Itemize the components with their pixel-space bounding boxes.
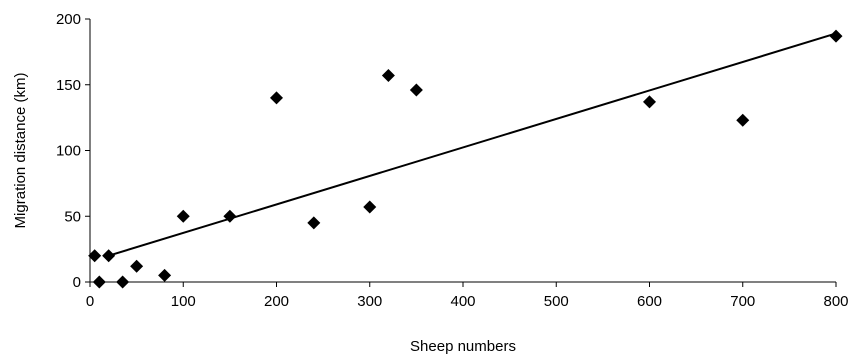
x-tick-label: 200 [264,293,289,310]
data-point [88,249,102,263]
x-tick-label: 300 [357,293,382,310]
x-tick-label: 700 [730,293,755,310]
y-tick-label: 150 [56,77,81,94]
data-point [116,275,130,289]
x-tick-label: 600 [637,293,662,310]
trendline [108,32,837,257]
data-point [102,249,116,263]
data-point [736,113,750,127]
x-tick-label: 100 [171,293,196,310]
y-tick-label: 100 [56,143,81,160]
data-point [643,95,656,109]
data-point [829,29,843,43]
data-points [88,29,843,289]
x-axis-title: Sheep numbers [410,338,516,355]
y-tick-label: 0 [73,274,81,291]
y-tick-label: 200 [56,11,81,28]
x-axis-ticks: 0 100 200 300 400 500 600 700 800 [86,282,849,310]
data-point [130,259,144,273]
data-point [176,209,190,223]
x-tick-label: 400 [450,293,475,310]
y-tick-label: 50 [64,208,81,225]
x-tick-label: 500 [544,293,569,310]
y-axis-title: Migration distance (km) [12,73,29,229]
data-point [409,83,423,97]
data-point [223,209,237,223]
data-point [270,91,283,105]
data-point [381,69,395,83]
y-axis-ticks: 0 50 100 150 200 [56,11,90,291]
data-point [158,268,172,282]
x-tick-label: 800 [823,293,848,310]
data-point [363,200,377,214]
data-point [92,275,106,289]
data-point [307,216,321,230]
x-tick-label: 0 [86,293,94,310]
